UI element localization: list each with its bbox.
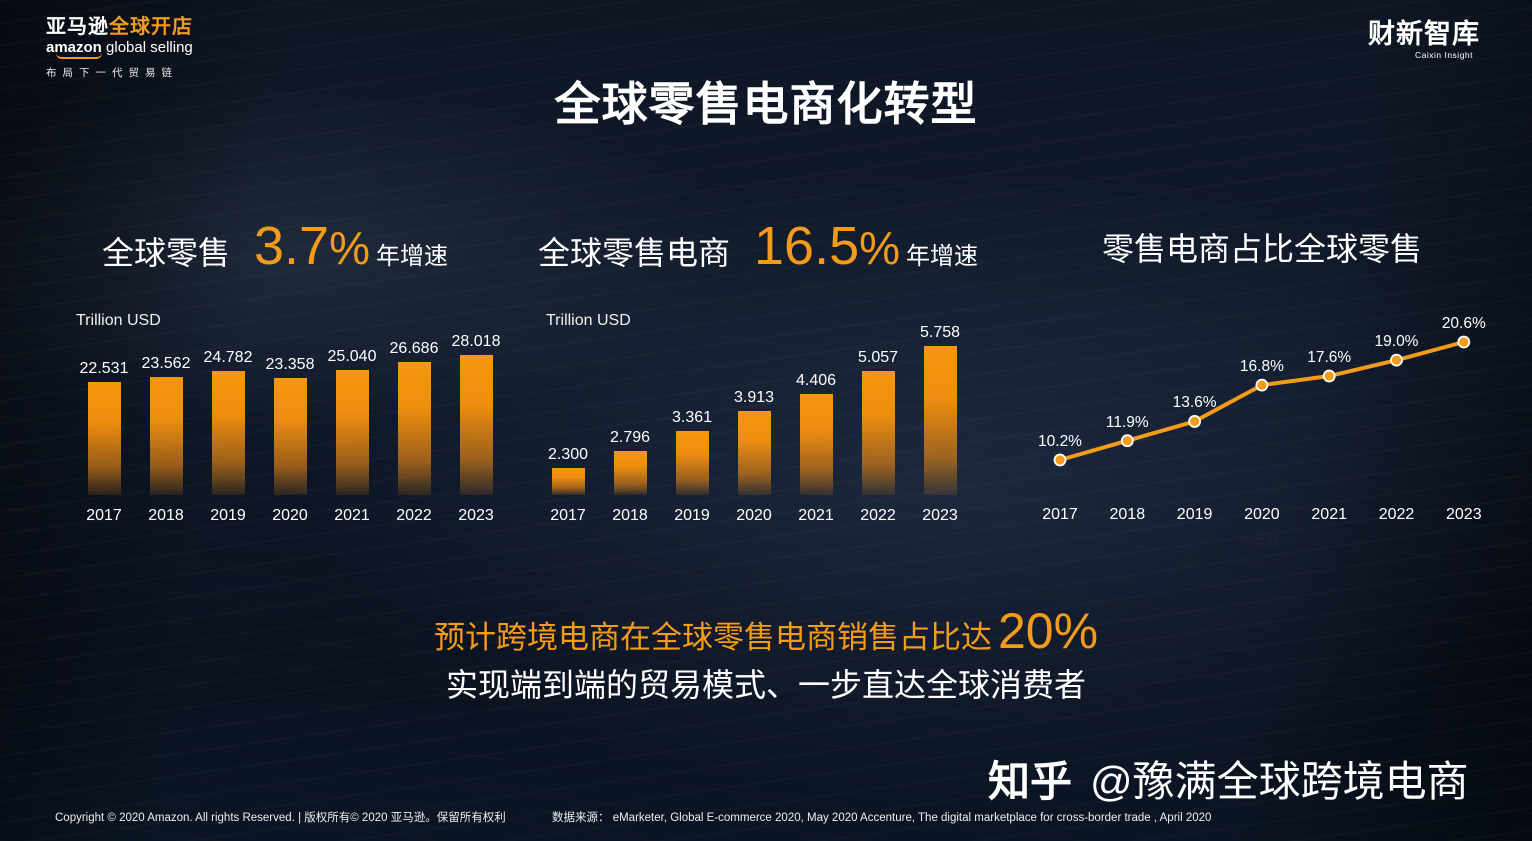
x-tick-label: 2022 — [396, 507, 432, 524]
bar-2021 — [336, 369, 369, 495]
logo-cn-white: 亚马逊 — [46, 16, 109, 38]
data-point-marker — [1457, 335, 1471, 349]
x-tick-label: 2019 — [1176, 506, 1213, 523]
x-tick-label: 2017 — [1042, 506, 1078, 523]
logo-cn-orange: 全球开店 — [109, 16, 193, 38]
chart2-unit-label: Trillion USD — [546, 312, 631, 329]
bar-value-label: 3.361 — [671, 408, 713, 426]
data-point-marker — [1390, 353, 1403, 367]
logo-global-selling: global selling — [106, 39, 193, 56]
caixin-insight-logo: 财新智库 Caixin Insight — [1368, 20, 1480, 60]
x-tick-label: 2018 — [148, 507, 184, 524]
data-point-marker — [1120, 434, 1134, 448]
point-value-label: 19.0% — [1374, 333, 1419, 351]
kpi-suffix: 年增速 — [906, 243, 979, 270]
kpi-value: 16.5% — [754, 216, 901, 276]
bar-2023 — [924, 346, 957, 495]
bar-2019 — [212, 370, 245, 495]
point-value-label: 13.6% — [1172, 394, 1217, 412]
caixin-logo-cn: 财新智库 — [1368, 19, 1480, 49]
bar-value-label: 5.758 — [919, 324, 961, 341]
point-value-label: 20.6% — [1441, 315, 1486, 332]
bar-2018 — [150, 376, 183, 495]
bar-2022 — [398, 361, 431, 495]
caixin-logo-en: Caixin Insight — [1414, 50, 1474, 60]
x-tick-label: 2021 — [334, 507, 370, 524]
chart3-axis-name: 分类轴 — [1241, 534, 1281, 549]
kpi-label: 全球零售 — [102, 235, 231, 271]
point-value-label: 17.6% — [1307, 349, 1352, 367]
point-value-label: 10.2% — [1038, 433, 1082, 450]
kpi-value: 3.7% — [254, 216, 370, 276]
bar-value-label: 2.796 — [609, 428, 651, 446]
bar-2019 — [676, 430, 709, 495]
data-point-marker — [1188, 415, 1201, 428]
data-point-marker — [1053, 453, 1067, 467]
bar-2020 — [274, 377, 307, 495]
zhihu-platform: 知乎 — [988, 758, 1073, 805]
bar-value-label: 3.913 — [733, 389, 775, 407]
bar-2017 — [88, 382, 121, 495]
kpi-global-retail: 全球零售 3.7% 年增速 — [102, 215, 448, 277]
point-value-label: 11.9% — [1105, 413, 1149, 431]
x-tick-label: 2020 — [1244, 506, 1280, 523]
x-tick-label: 2023 — [458, 507, 494, 524]
x-tick-label: 2019 — [674, 507, 710, 524]
x-tick-label: 2023 — [922, 507, 958, 524]
page-title: 全球零售电商化转型 — [554, 78, 978, 130]
x-tick-label: 2018 — [612, 507, 648, 524]
bar-2023 — [460, 355, 493, 495]
x-tick-label: 2021 — [798, 507, 834, 524]
data-point-marker — [1322, 369, 1336, 383]
x-tick-label: 2021 — [1311, 506, 1347, 523]
amazon-smile-icon — [56, 53, 102, 59]
kpi-label: 零售电商占比全球零售 — [1102, 231, 1423, 267]
chart1-unit-label: Trillion USD — [76, 312, 161, 329]
x-tick-label: 2023 — [1446, 506, 1482, 523]
point-value-label: 16.8% — [1239, 358, 1284, 376]
x-tick-label: 2020 — [736, 507, 772, 524]
bar-2018 — [614, 450, 647, 495]
subheadline: 实现端到端的贸易模式、一步直达全球消费者 — [445, 667, 1086, 703]
zhihu-watermark: 知乎 @豫满全球跨境电商 — [988, 748, 1469, 809]
bar-value-label: 24.782 — [203, 348, 253, 366]
cross-border-headline: 预计跨境电商在全球零售电商销售占比达 20% — [0, 602, 1532, 660]
bar-2017 — [552, 468, 585, 495]
kpi-label: 全球零售电商 — [538, 235, 731, 271]
bar-value-label: 28.018 — [451, 333, 501, 350]
x-tick-label: 2017 — [86, 507, 122, 524]
x-tick-label: 2017 — [550, 507, 586, 524]
headline-value: 20% — [997, 603, 1099, 659]
x-tick-label: 2020 — [272, 507, 308, 524]
logo-tagline: 布局下一代贸易链 — [46, 67, 178, 79]
bar-value-label: 23.562 — [141, 354, 191, 372]
bar-value-label: 22.531 — [79, 360, 129, 377]
x-tick-label: 2022 — [1378, 506, 1415, 523]
data-point-marker — [1255, 378, 1269, 392]
x-tick-label: 2018 — [1109, 506, 1146, 523]
kpi-suffix: 年增速 — [376, 243, 448, 270]
bar-value-label: 2.300 — [547, 446, 589, 463]
headline-text: 预计跨境电商在全球零售电商销售占比达 — [433, 620, 992, 655]
bar-value-label: 25.040 — [327, 347, 377, 365]
footer-source: 数据来源： eMarketer, Global E-commerce 2020,… — [552, 812, 1212, 824]
x-tick-label: 2019 — [210, 507, 246, 524]
bar-2020 — [738, 411, 771, 495]
bar-2022 — [862, 370, 895, 495]
amazon-global-selling-logo: 亚马逊全球开店 amazon global selling 布局下一代贸易链 — [46, 16, 206, 80]
bar-value-label: 26.686 — [389, 339, 439, 357]
zhihu-handle: @豫满全球跨境电商 — [1090, 758, 1469, 805]
bar-value-label: 5.057 — [857, 348, 899, 366]
kpi-ecommerce-share: 零售电商占比全球零售 — [1102, 224, 1422, 270]
bar-2021 — [800, 393, 833, 495]
x-tick-label: 2022 — [860, 507, 896, 524]
footer-copyright: Copyright © 2020 Amazon. All rights Rese… — [55, 812, 506, 824]
kpi-global-ecommerce: 全球零售电商 16.5% 年增速 — [538, 215, 978, 277]
bar-value-label: 4.406 — [795, 371, 837, 389]
logo-amazon-word: amazon — [46, 39, 102, 56]
bar-value-label: 23.358 — [265, 355, 315, 373]
